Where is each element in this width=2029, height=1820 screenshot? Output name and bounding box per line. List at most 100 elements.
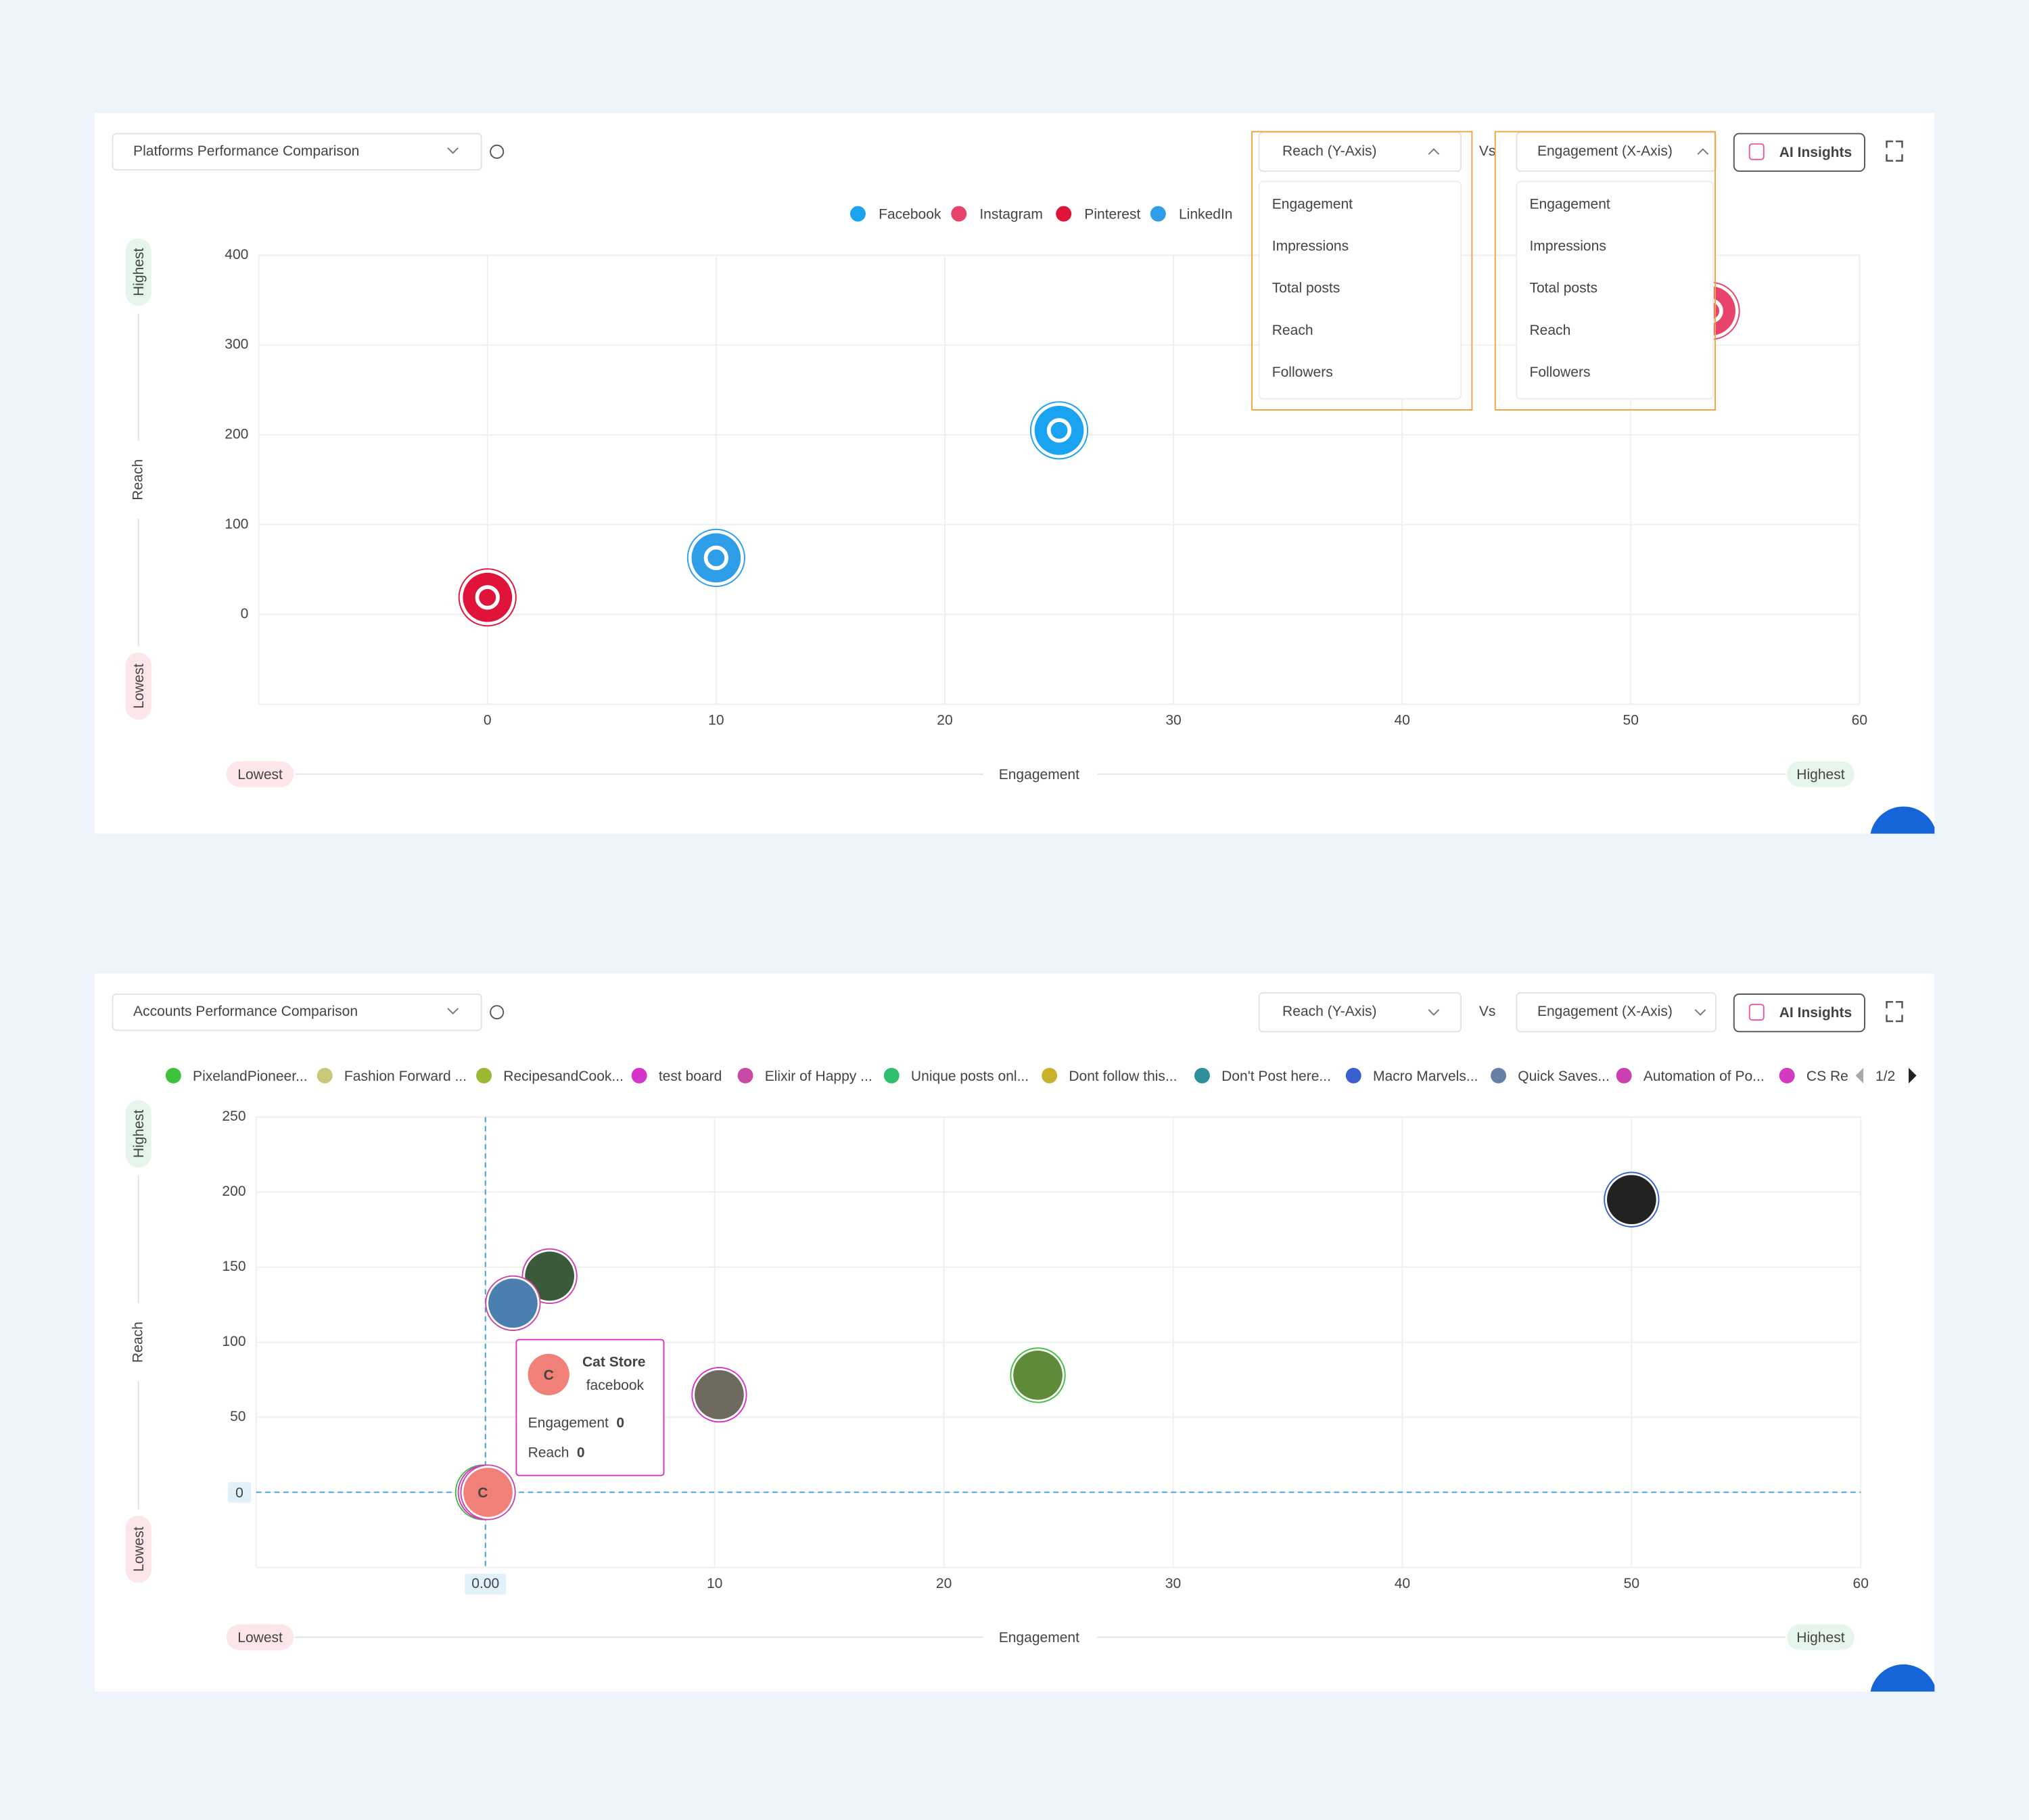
legend-swatch[interactable] <box>737 1067 753 1083</box>
legend-swatch[interactable] <box>476 1067 492 1083</box>
y-tick-label: 300 <box>225 337 248 352</box>
chart-panel: Accounts Performance Comparison Reach (Y-… <box>94 973 1937 1731</box>
y-tick-label: 250 <box>222 1109 246 1124</box>
dropdown-option[interactable]: Impressions <box>1529 239 1606 254</box>
legend-label[interactable]: Quick Saves... <box>1518 1069 1610 1084</box>
legend-swatch[interactable] <box>1616 1067 1632 1083</box>
title: Platforms Performance Comparison <box>133 143 359 159</box>
vs-label: Vs <box>1479 143 1496 159</box>
y-select[interactable] <box>1258 991 1462 1033</box>
tooltip-avatar <box>528 1353 569 1395</box>
scatter-point[interactable] <box>463 1468 513 1517</box>
legend-swatch[interactable] <box>850 206 866 222</box>
legend-swatch[interactable] <box>1491 1067 1507 1083</box>
legend-label[interactable]: LinkedIn <box>1179 207 1233 223</box>
tooltip-platform: facebook <box>586 1378 645 1393</box>
pill-label: Lowest <box>131 663 147 709</box>
title-select[interactable] <box>112 993 482 1031</box>
chat-bot-button[interactable] <box>1870 806 1937 873</box>
legend-swatch[interactable] <box>1779 1067 1795 1083</box>
x-tick-label: 50 <box>1623 713 1639 728</box>
legend-swatch[interactable] <box>1194 1067 1210 1083</box>
dropdown-option[interactable]: Reach <box>1529 323 1570 338</box>
dropdown-option[interactable]: Impressions <box>1272 239 1349 254</box>
legend-label[interactable]: Instagram <box>979 207 1043 223</box>
legend-label[interactable]: Don't Post here... <box>1221 1069 1331 1084</box>
tooltip-metric-label: Engagement <box>528 1416 609 1431</box>
ai-button[interactable] <box>1733 993 1865 1033</box>
dropdown-option[interactable]: Total posts <box>1272 281 1340 296</box>
dropdown-option[interactable]: Engagement <box>1272 196 1353 212</box>
logo-glyph <box>1046 418 1072 443</box>
y-tick-label: 100 <box>222 1334 246 1349</box>
legend-swatch[interactable] <box>1042 1067 1058 1083</box>
legend-label[interactable]: PixelandPioneer... <box>193 1069 308 1084</box>
dropdown-option[interactable]: Total posts <box>1529 281 1597 296</box>
legend-swatch[interactable] <box>951 206 967 222</box>
x-tick-label: 60 <box>1852 713 1867 728</box>
legend-label[interactable]: Dont follow this... <box>1069 1069 1177 1084</box>
scatter-point[interactable] <box>525 1251 574 1301</box>
axis-end-pill: Highest <box>125 238 151 306</box>
chevron <box>1428 148 1440 155</box>
tooltip-metric-value: 0 <box>577 1445 585 1461</box>
legend-swatch[interactable] <box>317 1067 333 1083</box>
dropdown-option[interactable]: Engagement <box>1529 196 1610 212</box>
legend-swatch[interactable] <box>1150 206 1166 222</box>
axis-end-pill: Lowest <box>125 1515 151 1583</box>
legend-label[interactable]: Facebook <box>879 207 941 223</box>
legend-label[interactable]: Macro Marvels... <box>1373 1069 1478 1084</box>
scatter-point[interactable] <box>463 572 513 622</box>
pill-background <box>125 652 151 720</box>
tooltip-metric-value: 0 <box>616 1416 624 1431</box>
legend-swatch[interactable] <box>1056 206 1072 222</box>
ai-button-label: AI Insights <box>1779 1005 1852 1021</box>
fullscreen-icon[interactable] <box>1886 140 1903 162</box>
legend-label[interactable]: Pinterest <box>1084 207 1140 223</box>
axis-end-pill: Lowest <box>125 652 151 720</box>
help-icon[interactable] <box>490 144 505 159</box>
legend-label[interactable]: test board <box>659 1069 722 1084</box>
legend-swatch[interactable] <box>165 1067 181 1083</box>
pill-background <box>226 1624 294 1650</box>
scatter-point[interactable] <box>1034 405 1084 455</box>
dropdown-option[interactable]: Followers <box>1529 365 1590 380</box>
pill-background <box>1787 1624 1855 1650</box>
legend-label[interactable]: Unique posts onl... <box>911 1069 1029 1084</box>
legend-prev[interactable] <box>1855 1067 1864 1083</box>
x-tick-label: 10 <box>708 713 724 728</box>
title-select[interactable] <box>112 133 482 171</box>
x-tick-label: 0 <box>484 713 492 728</box>
y-tick-label: 150 <box>222 1259 246 1274</box>
help-icon[interactable] <box>490 1005 505 1020</box>
scatter-point[interactable] <box>1013 1351 1063 1400</box>
dropdown-option[interactable]: Reach <box>1272 323 1313 338</box>
legend-label[interactable]: Automation of Po... <box>1643 1069 1765 1084</box>
dropdown-option[interactable]: Followers <box>1272 365 1333 380</box>
scatter-point[interactable] <box>691 533 741 583</box>
legend-swatch[interactable] <box>631 1067 647 1083</box>
chat-bot-button[interactable] <box>1870 1664 1937 1731</box>
legend-swatch[interactable] <box>1345 1067 1361 1083</box>
legend-label[interactable]: Fashion Forward ... <box>344 1069 467 1084</box>
scatter-point[interactable] <box>1607 1175 1656 1225</box>
scatter-point[interactable] <box>488 1278 538 1328</box>
legend-next[interactable] <box>1909 1067 1917 1083</box>
x-axis-title: Engagement <box>999 1630 1079 1646</box>
tooltip-name: Cat Store <box>582 1355 646 1370</box>
x-tick-label: 40 <box>1394 713 1409 728</box>
logo-glyph <box>703 545 729 571</box>
legend-swatch[interactable] <box>883 1067 900 1083</box>
x-tick-label: 20 <box>937 713 952 728</box>
crosshair-x-label: 0.00 <box>471 1576 499 1591</box>
x-tick-label: 40 <box>1395 1576 1410 1591</box>
legend-label[interactable]: Elixir of Happy ... <box>765 1069 872 1084</box>
pill-label: Highest <box>131 248 147 296</box>
ai-button[interactable] <box>1733 133 1865 172</box>
scatter-point[interactable] <box>695 1370 744 1420</box>
x-select[interactable] <box>1516 991 1717 1033</box>
fullscreen-icon[interactable] <box>1886 1001 1903 1023</box>
legend-label[interactable]: CS Re <box>1806 1069 1848 1084</box>
legend-label[interactable]: RecipesandCook... <box>503 1069 624 1084</box>
